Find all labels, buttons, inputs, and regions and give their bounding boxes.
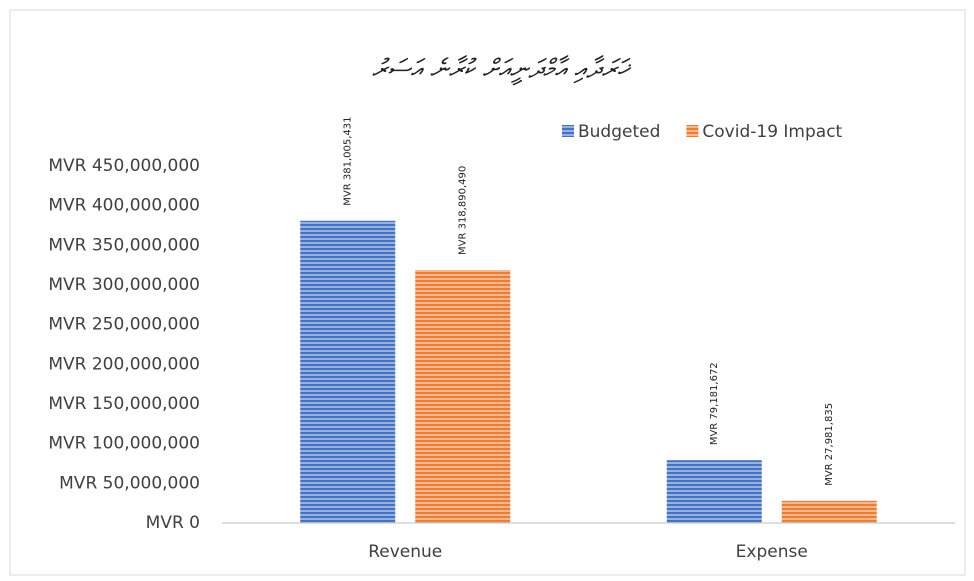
y-tick-label: MVR 0 — [146, 513, 200, 533]
y-tick-label: MVR 200,000,000 — [48, 354, 200, 374]
bar — [300, 220, 396, 523]
y-tick-label: MVR 450,000,000 — [48, 156, 200, 176]
value-label: MVR 79,181,672 — [709, 362, 720, 445]
x-tick-label: Expense — [736, 542, 808, 562]
bar — [415, 270, 511, 523]
y-tick-label: MVR 400,000,000 — [48, 196, 200, 216]
y-tick-label: MVR 300,000,000 — [48, 275, 200, 295]
y-tick-label: MVR 100,000,000 — [48, 434, 200, 454]
value-label: MVR 318,890,490 — [458, 166, 469, 255]
legend-swatch — [562, 125, 574, 137]
legend-swatch — [686, 125, 699, 137]
legend-label: Budgeted — [578, 122, 660, 142]
chart-title: ޚަރަދާއި އާމްދަނީއަށް ކުރާނެ އަސަރު — [372, 55, 632, 86]
y-tick-label: MVR 350,000,000 — [48, 235, 200, 255]
bar — [666, 460, 762, 523]
y-tick-label: MVR 150,000,000 — [48, 394, 200, 414]
legend-label: Covid-19 Impact — [702, 122, 842, 142]
x-tick-label: Revenue — [368, 542, 442, 562]
value-label: MVR 27,981,835 — [824, 403, 835, 486]
y-tick-label: MVR 250,000,000 — [48, 315, 200, 335]
y-tick-label: MVR 50,000,000 — [59, 473, 200, 493]
value-label: MVR 381,005,431 — [343, 117, 354, 206]
bar — [781, 500, 877, 523]
